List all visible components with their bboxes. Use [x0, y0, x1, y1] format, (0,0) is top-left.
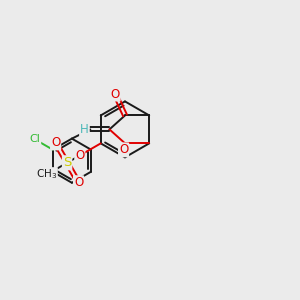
- Text: Cl: Cl: [29, 134, 40, 144]
- Text: O: O: [75, 149, 85, 162]
- Text: O: O: [74, 176, 83, 189]
- Text: O: O: [51, 136, 60, 149]
- Text: CH$_3$: CH$_3$: [36, 168, 57, 182]
- Text: O: O: [110, 88, 120, 100]
- Text: H: H: [80, 123, 89, 136]
- Text: S: S: [63, 156, 71, 169]
- Text: O: O: [119, 143, 128, 156]
